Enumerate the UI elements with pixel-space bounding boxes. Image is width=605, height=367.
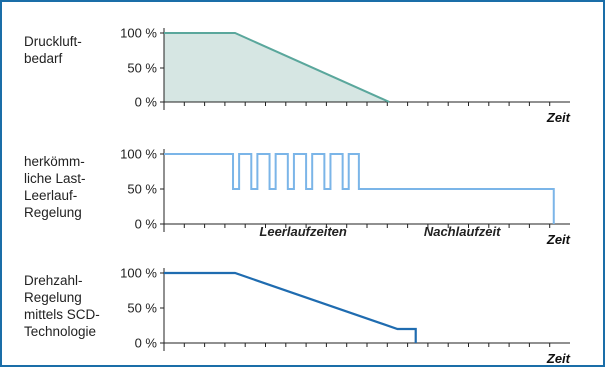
panel-label-line: Leerlauf- <box>24 188 77 203</box>
y-tick-label: 0 % <box>135 95 158 110</box>
panel-label-line: mittels SCD- <box>24 307 100 322</box>
panel-3-label: Drehzahl- Regelung mittels SCD- Technologie <box>24 273 100 339</box>
x-axis-title: Zeit <box>546 232 571 247</box>
panel-2: herkömm-liche Last- Leerlauf- Regelung 100 … <box>24 147 571 248</box>
panel-2-label: herkömm-liche Last- Leerlauf- Regelung <box>24 154 86 220</box>
series-line <box>164 271 417 343</box>
panel-label-line: bedarf <box>24 51 63 66</box>
panel-1: Druckluft-bedarf 100 % 50 % 0 % Zeit <box>24 26 571 126</box>
y-tick-label: 50 % <box>127 182 157 197</box>
annotation-label: Leerlaufzeiten <box>259 224 346 239</box>
y-tick-label: 100 % <box>120 147 157 162</box>
panel-label-line: liche Last- <box>24 171 86 186</box>
panel-label-line: Regelung <box>24 290 82 305</box>
panel-label-line: Regelung <box>24 205 82 220</box>
demand-area <box>164 33 390 102</box>
panel-label-line: Druckluft- <box>24 34 82 49</box>
y-tick-label: 100 % <box>120 26 157 41</box>
y-tick-label: 100 % <box>120 266 157 281</box>
panel-label-line: herkömm- <box>24 154 85 169</box>
y-tick-label: 0 % <box>135 336 158 351</box>
y-tick-label: 50 % <box>127 61 157 76</box>
panel-label-line: Technologie <box>24 324 96 339</box>
series-line <box>164 153 555 224</box>
x-axis-title: Zeit <box>546 110 571 125</box>
panel-3: Drehzahl- Regelung mittels SCD- Technologie… <box>24 266 571 367</box>
x-axis-title: Zeit <box>546 351 571 366</box>
y-tick-label: 50 % <box>127 301 157 316</box>
panel-1-label: Druckluft-bedarf <box>24 34 82 66</box>
panel-label-line: Drehzahl- <box>24 273 83 288</box>
series-line <box>164 32 390 103</box>
annotation-label: Nachlaufzeit <box>424 224 501 239</box>
y-tick-label: 0 % <box>135 217 158 232</box>
